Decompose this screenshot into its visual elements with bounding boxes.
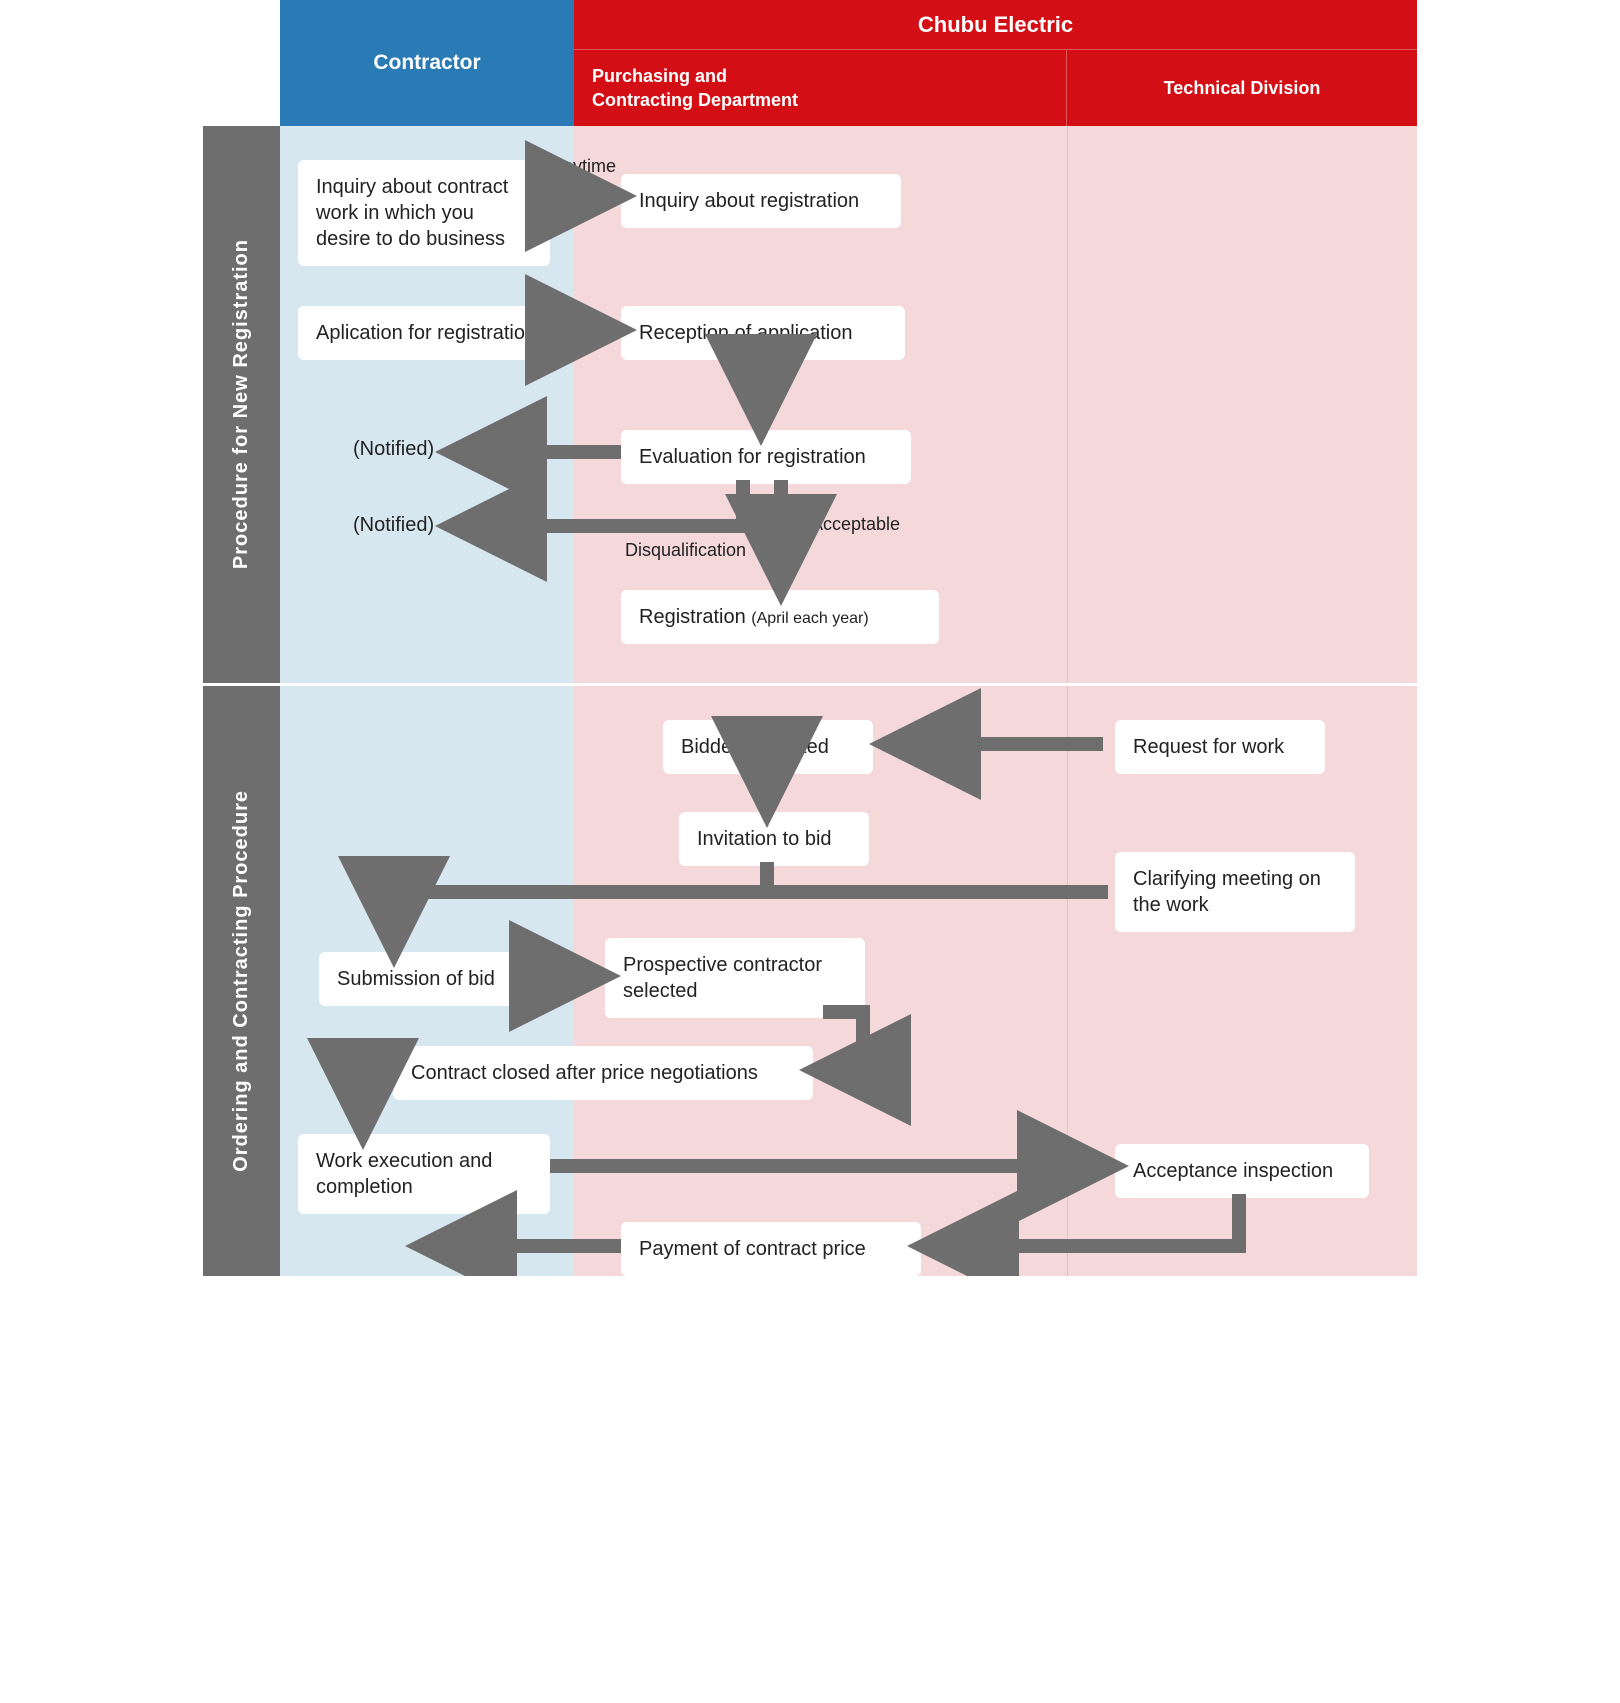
header-contractor-label: Contractor — [373, 51, 480, 75]
box-inquiry-contract: Inquiry about contract work in which you… — [298, 160, 550, 266]
box-invitation: Invitation to bid — [679, 812, 869, 866]
box-application: Aplication for registration — [298, 306, 558, 360]
side-label-ordering-text: Ordering and Contracting Procedure — [230, 790, 253, 1172]
box-work-execution: Work execution and completion — [298, 1134, 550, 1214]
header-purchasing: Purchasing and Contracting Department — [574, 50, 1067, 126]
header-technical: Technical Division — [1067, 50, 1417, 126]
col-technical-1 — [1067, 126, 1417, 683]
box-prospective: Prospective contractor selected — [605, 938, 865, 1018]
box-inquiry-registration: Inquiry about registration — [621, 174, 901, 228]
label-anytime: Anytime — [551, 156, 616, 177]
box-registration-main: Registration — [639, 606, 746, 628]
box-submission: Submission of bid — [319, 952, 541, 1006]
section-ordering: Ordering and Contracting Procedure Bidde… — [203, 686, 1417, 1276]
box-reception: Reception of application — [621, 306, 905, 360]
box-clarifying: Clarifying meeting on the work — [1115, 852, 1355, 932]
box-payment: Payment of contract price — [621, 1222, 921, 1276]
box-evaluation: Evaluation for registration — [621, 430, 911, 484]
notified-2: (Notified) — [353, 514, 434, 537]
box-registration: Registration (April each year) — [621, 590, 939, 644]
box-contract-closed: Contract closed after price negotiations — [393, 1046, 813, 1100]
header-contractor: Contractor — [280, 0, 574, 126]
box-request-work: Request for work — [1115, 720, 1325, 774]
header-technical-label: Technical Division — [1164, 78, 1321, 99]
side-label-ordering: Ordering and Contracting Procedure — [203, 686, 280, 1276]
header-blank — [203, 0, 280, 126]
label-acceptable: Acceptable — [811, 514, 900, 535]
notified-1: (Notified) — [353, 438, 434, 461]
label-disqualification: Disqualification — [625, 540, 746, 561]
header-row: Contractor Chubu Electric Purchasing and… — [203, 0, 1417, 126]
side-label-registration-text: Procedure for New Registration — [230, 239, 253, 569]
header-purchasing-label: Purchasing and Contracting Department — [592, 64, 798, 113]
box-acceptance: Acceptance inspection — [1115, 1144, 1369, 1198]
box-bidders: Bidders selected — [663, 720, 873, 774]
header-chubu: Chubu Electric Purchasing and Contractin… — [574, 0, 1417, 126]
side-label-registration: Procedure for New Registration — [203, 126, 280, 683]
section-new-registration: Procedure for New Registration Inquiry a… — [203, 126, 1417, 686]
box-registration-suffix: (April each year) — [751, 610, 868, 627]
flowchart-diagram: Contractor Chubu Electric Purchasing and… — [203, 0, 1417, 1276]
header-chubu-title: Chubu Electric — [574, 0, 1417, 50]
